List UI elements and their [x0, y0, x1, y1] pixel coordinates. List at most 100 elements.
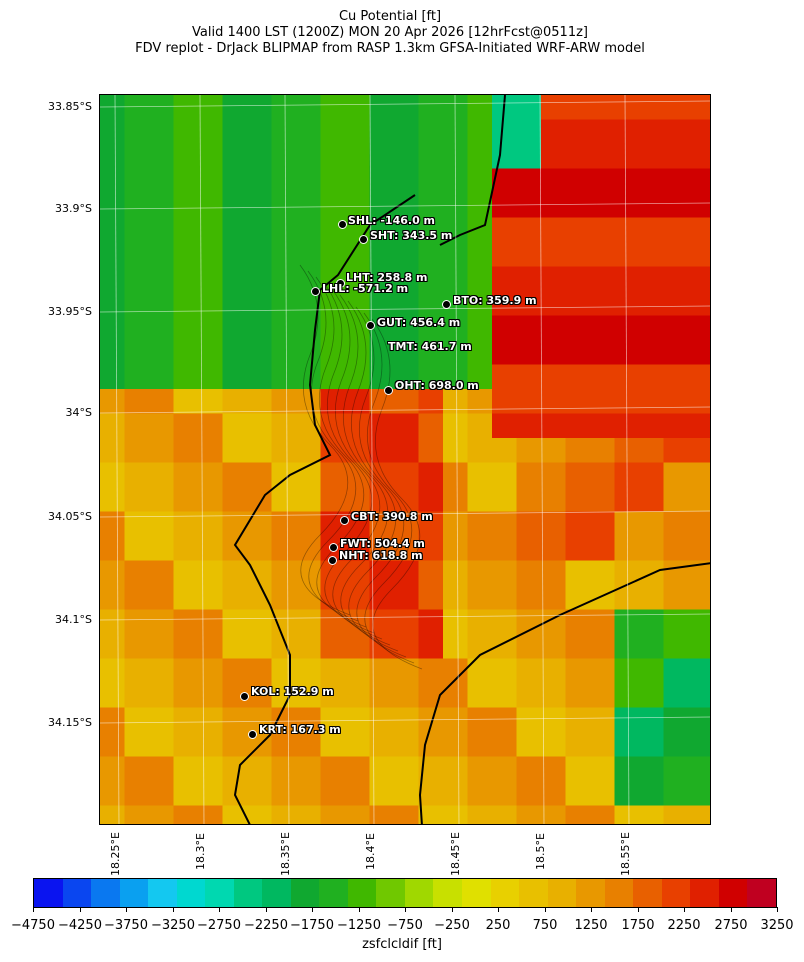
colorbar-swatch — [404, 879, 434, 907]
colorbar-tick-mark — [638, 907, 639, 912]
colorbar-label: zsfclcldif [ft] — [362, 937, 442, 952]
colorbar-tick-label: 1250 — [574, 918, 608, 933]
colorbar-tick-mark — [80, 907, 81, 912]
station-label-fwt: FWT: 504.4 m — [340, 537, 425, 550]
station-dot-oht[interactable] — [384, 386, 393, 395]
lon-label: 18.5°E — [534, 833, 547, 870]
station-dot-kol[interactable] — [240, 692, 249, 701]
lon-label: 18.3°E — [194, 833, 207, 870]
colorbar-tick-mark — [126, 907, 127, 912]
colorbar-tick-label: −250 — [434, 918, 470, 933]
station-label-kol: KOL: 152.9 m — [251, 685, 334, 698]
colorbar-tick-label: 2250 — [667, 918, 701, 933]
lat-label: 34.15°S — [48, 716, 92, 729]
colorbar-tick-mark — [452, 907, 453, 912]
station-dot-nht[interactable] — [328, 556, 337, 565]
colorbar-swatch — [633, 879, 662, 907]
station-dot-krt[interactable] — [248, 730, 257, 739]
map-panel[interactable] — [99, 94, 711, 825]
title-line-1: Cu Potential [ft] — [338, 9, 442, 24]
colorbar-tick-mark — [731, 907, 732, 912]
colorbar-swatch — [205, 879, 234, 907]
colorbar-swatch — [319, 879, 348, 907]
station-label-tmt: TMT: 461.7 m — [388, 340, 472, 353]
map-raster — [100, 95, 710, 824]
colorbar — [33, 878, 777, 908]
colorbar-swatch — [519, 879, 548, 907]
colorbar-tick-label: −2250 — [244, 918, 288, 933]
colorbar-swatch — [576, 879, 605, 907]
colorbar-swatch — [91, 879, 120, 907]
colorbar-tick-label: −4250 — [58, 918, 102, 933]
colorbar-tick-mark — [405, 907, 406, 912]
station-dot-fwt[interactable] — [329, 543, 338, 552]
station-label-nht: NHT: 618.8 m — [339, 549, 423, 562]
station-label-shl: SHL: -146.0 m — [348, 214, 436, 227]
colorbar-swatch — [461, 879, 491, 907]
colorbar-tick-mark — [777, 907, 778, 912]
colorbar-tick-label: −4750 — [11, 918, 55, 933]
lon-label: 18.4°E — [364, 833, 377, 870]
title-line-2: Valid 1400 LST (1200Z) MON 20 Apr 2026 [… — [192, 25, 588, 40]
station-dot-lhl[interactable] — [311, 287, 320, 296]
colorbar-tick-mark — [545, 907, 546, 912]
title-line-3: FDV replot - DrJack BLIPMAP from RASP 1.… — [135, 41, 645, 56]
colorbar-tick-label: −1750 — [290, 918, 334, 933]
station-dot-lht[interactable] — [336, 279, 345, 288]
colorbar-tick-label: −1250 — [337, 918, 381, 933]
station-dot-gut[interactable] — [366, 321, 375, 330]
station-dot-shl[interactable] — [338, 220, 347, 229]
colorbar-tick-label: −2750 — [197, 918, 241, 933]
colorbar-swatch — [148, 879, 177, 907]
lat-label: 33.95°S — [48, 305, 92, 318]
colorbar-swatch — [604, 879, 634, 907]
station-dot-cbt[interactable] — [340, 516, 349, 525]
colorbar-swatch — [233, 879, 263, 907]
colorbar-swatch — [547, 879, 577, 907]
station-label-krt: KRT: 167.3 m — [259, 723, 341, 736]
lat-label: 34.1°S — [55, 613, 92, 626]
lon-label: 18.45°E — [449, 832, 462, 876]
station-label-oht: OHT: 698.0 m — [395, 379, 479, 392]
colorbar-swatch — [490, 879, 520, 907]
colorbar-swatch — [176, 879, 206, 907]
station-label-gut: GUT: 456.4 m — [377, 316, 461, 329]
lat-label: 34°S — [65, 406, 92, 419]
station-label-bto: BTO: 359.9 m — [453, 294, 537, 307]
colorbar-swatch — [376, 879, 405, 907]
station-label-lht: LHT: 258.8 m — [346, 271, 428, 284]
station-dot-sht[interactable] — [359, 235, 368, 244]
colorbar-swatch — [34, 879, 63, 907]
colorbar-swatch — [347, 879, 377, 907]
colorbar-tick-label: 2750 — [714, 918, 748, 933]
colorbar-swatch — [62, 879, 92, 907]
lon-label: 18.35°E — [279, 832, 292, 876]
colorbar-swatch — [262, 879, 291, 907]
colorbar-tick-mark — [684, 907, 685, 912]
colorbar-swatch — [690, 879, 719, 907]
colorbar-tick-label: −750 — [387, 918, 423, 933]
station-label-lhl: LHL: -571.2 m — [322, 282, 409, 295]
colorbar-tick-mark — [359, 907, 360, 912]
station-label-sht: SHT: 343.5 m — [370, 229, 453, 242]
station-dot-bto[interactable] — [442, 300, 451, 309]
lon-label: 18.55°E — [619, 832, 632, 876]
colorbar-tick-mark — [591, 907, 592, 912]
lon-label: 18.25°E — [109, 832, 122, 876]
lat-label: 33.85°S — [48, 100, 92, 113]
lat-label: 34.05°S — [48, 510, 92, 523]
colorbar-tick-mark — [498, 907, 499, 912]
colorbar-tick-mark — [312, 907, 313, 912]
colorbar-tick-mark — [173, 907, 174, 912]
lat-label: 33.9°S — [55, 202, 92, 215]
colorbar-tick-mark — [266, 907, 267, 912]
colorbar-tick-label: 3250 — [760, 918, 794, 933]
colorbar-tick-label: 250 — [485, 918, 511, 933]
colorbar-swatch — [290, 879, 320, 907]
station-label-cbt: CBT: 390.8 m — [351, 510, 433, 523]
colorbar-tick-label: −3250 — [151, 918, 195, 933]
colorbar-swatch — [718, 879, 748, 907]
colorbar-swatch — [119, 879, 149, 907]
colorbar-tick-mark — [219, 907, 220, 912]
colorbar-tick-label: 750 — [532, 918, 558, 933]
